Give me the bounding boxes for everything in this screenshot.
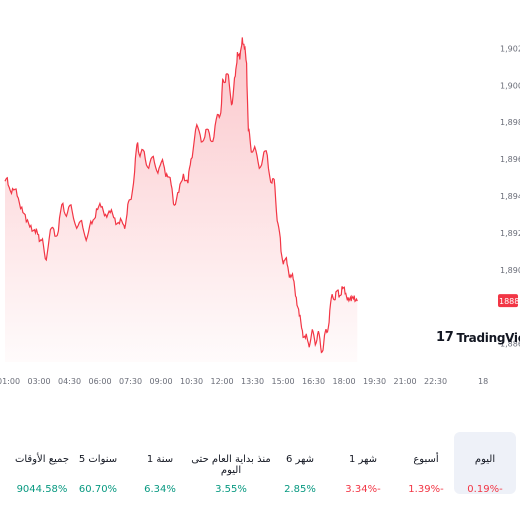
price-tick-label: 1,898.00	[500, 118, 520, 127]
time-tick-label: 07:30	[119, 377, 142, 386]
time-tick-label: 01:00	[0, 377, 20, 386]
period-today[interactable]: اليوم 0.19%-	[454, 432, 516, 495]
tradingview-logo[interactable]: 17 TradingView	[436, 330, 520, 345]
time-tick-label: 09:00	[150, 377, 173, 386]
period-value: 6.34%	[144, 484, 176, 495]
price-tick-label: 1,892.00	[500, 229, 520, 238]
price-tick-label: 1,900.00	[500, 81, 520, 90]
price-tick-label: 1,886.00	[500, 340, 520, 349]
performance-periods: جميع الأوقات 9044.58% 5 سنوات 60.70% 1 س…	[0, 430, 520, 520]
period-value: 3.55%	[215, 484, 247, 495]
period-label: منذ بداية العام حتى اليوم	[191, 454, 271, 476]
time-tick-label: 04:30	[58, 377, 81, 386]
price-line	[4, 37, 358, 354]
period-ytd[interactable]: منذ بداية العام حتى اليوم 3.55%	[186, 432, 276, 495]
period-label: 1 شهر	[348, 454, 378, 465]
period-value: 1.39%-	[408, 484, 444, 495]
price-tick-label: 1,896.00	[500, 155, 520, 164]
last-price-label: 1888.34	[499, 297, 520, 306]
period-value: 0.19%-	[467, 484, 503, 495]
tradingview-logo-text: TradingView	[456, 330, 520, 345]
period-value: 60.70%	[78, 484, 118, 495]
time-tick-label: 21:00	[394, 377, 417, 386]
period-label: 6 شهر	[285, 454, 315, 465]
time-tick-label: 18:00	[333, 377, 356, 386]
period-6-months[interactable]: 6 شهر 2.85%	[262, 432, 338, 495]
period-1-month[interactable]: 1 شهر 3.34%-	[325, 432, 401, 495]
time-tick-label: 16:30	[302, 377, 325, 386]
time-tick-label: 15:00	[272, 377, 295, 386]
period-all-time[interactable]: جميع الأوقات 9044.58%	[4, 432, 80, 495]
time-tick-label: 13:30	[241, 377, 264, 386]
time-tick-label: 22:30	[424, 377, 447, 386]
price-tick-label: 1,894.00	[500, 192, 520, 201]
period-label: أسبوع	[413, 454, 439, 465]
price-axis: 1,902.00 1,900.00 1,898.00 1,896.00 1,894.00…	[500, 44, 520, 348]
period-1-week[interactable]: أسبوع 1.39%-	[388, 432, 464, 495]
period-label: جميع الأوقات	[14, 454, 70, 465]
period-label: 5 سنوات	[78, 454, 118, 465]
period-1-year[interactable]: 1 سنة 6.34%	[122, 432, 198, 495]
time-tick-label: 06:00	[89, 377, 112, 386]
period-label: اليوم	[474, 454, 496, 465]
price-area	[5, 37, 358, 363]
last-price-tag: 1888.34	[498, 294, 520, 308]
period-value: 9044.58%	[16, 484, 68, 495]
time-tick-label: 18	[478, 377, 488, 386]
period-label: 1 سنة	[146, 454, 174, 465]
time-tick-label: 10:30	[180, 377, 203, 386]
price-tick-label: 1,890.00	[500, 266, 520, 275]
time-tick-label: 12:00	[211, 377, 234, 386]
time-axis: 01:00 03:00 04:30 06:00 07:30 09:00 10:30 12:00…	[0, 377, 488, 386]
tradingview-logo-icon: 17	[436, 330, 454, 345]
price-chart[interactable]: 1,902.00 1,900.00 1,898.00 1,896.00 1,894.00…	[0, 0, 520, 390]
period-value: 2.85%	[284, 484, 316, 495]
price-tick-label: 1,902.00	[500, 44, 520, 53]
time-tick-label: 19:30	[363, 377, 386, 386]
time-tick-label: 03:00	[28, 377, 51, 386]
period-value: 3.34%-	[345, 484, 381, 495]
period-5-years[interactable]: 5 سنوات 60.70%	[60, 432, 136, 495]
